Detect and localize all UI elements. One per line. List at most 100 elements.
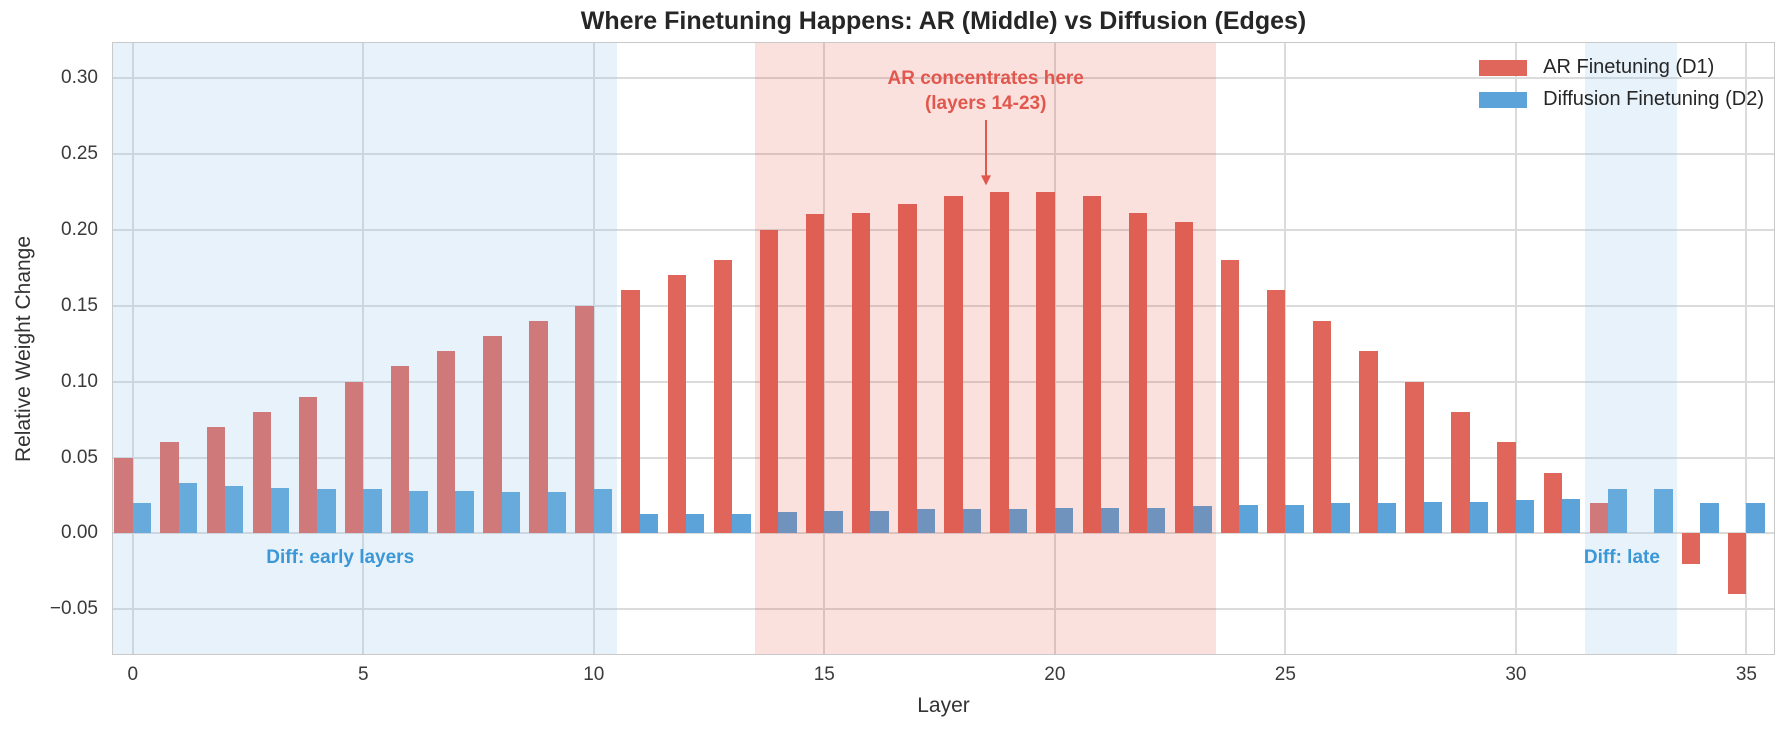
bar-ar-layer-3 [252, 411, 272, 534]
bar-ar-layer-20 [1036, 191, 1055, 534]
bar-ar-layer-10 [575, 305, 594, 534]
bar-ar-layer-28 [1405, 381, 1424, 534]
bar-ar-layer-7 [437, 351, 456, 534]
bar-diffusion-layer-5 [363, 489, 382, 534]
bar-diffusion-layer-14 [778, 512, 797, 534]
gridline-horizontal-0.10 [112, 380, 1775, 383]
x-tick-label-30: 30 [1505, 664, 1527, 685]
bar-ar-layer-22 [1128, 212, 1148, 534]
bar-diffusion-layer-31 [1561, 498, 1581, 534]
bar-ar-layer-34 [1681, 533, 1701, 564]
bar-ar-layer-18 [944, 196, 963, 534]
bar-ar-layer-19 [990, 191, 1009, 534]
gridline-horizontal-0.30 [112, 76, 1775, 79]
bar-diffusion-layer-3 [271, 487, 290, 534]
bar-diffusion-layer-24 [1239, 504, 1258, 534]
bar-ar-layer-9 [529, 320, 548, 534]
y-tick-label-0.00: 0.00 [61, 522, 98, 544]
bar-diffusion-layer-7 [455, 490, 474, 534]
gridline-vertical-0 [131, 42, 134, 655]
annotation-ar-line1: AR concentrates here [887, 67, 1084, 89]
bar-diffusion-layer-10 [593, 489, 613, 534]
bar-diffusion-layer-12 [686, 513, 705, 534]
bar-ar-layer-12 [667, 275, 686, 534]
bar-diffusion-layer-34 [1700, 503, 1719, 534]
bar-diffusion-layer-26 [1331, 503, 1350, 534]
bar-ar-layer-16 [851, 212, 871, 534]
x-tick-label-0: 0 [127, 664, 139, 685]
gridline-vertical-25 [1284, 42, 1287, 655]
legend-entry-ar: AR Finetuning (D1) [1479, 56, 1764, 79]
annotation-diff-late: Diff: late [1583, 546, 1660, 568]
legend-label-ar: AR Finetuning (D1) [1543, 56, 1715, 78]
x-tick-label-15: 15 [813, 664, 835, 685]
bar-ar-layer-17 [898, 203, 917, 534]
bar-diffusion-layer-18 [962, 509, 982, 534]
y-axis-label: Relative Weight Change [12, 235, 35, 463]
bar-ar-layer-14 [759, 229, 779, 534]
bar-ar-layer-21 [1082, 196, 1101, 534]
gridline-vertical-20 [1053, 42, 1056, 655]
plot-area [112, 42, 1775, 655]
chart-title: Where Finetuning Happens: AR (Middle) vs… [580, 7, 1307, 35]
gridline-horizontal-0.00 [112, 532, 1775, 535]
bar-ar-layer-29 [1451, 411, 1470, 534]
bar-ar-layer-5 [344, 381, 364, 534]
y-tick-label-0.10: 0.10 [61, 370, 98, 392]
y-tick-label-0.05: 0.05 [61, 446, 98, 468]
bar-ar-layer-6 [390, 366, 410, 534]
bar-diffusion-layer-4 [317, 489, 336, 534]
annotation-ar-line2: (layers 14-23) [924, 93, 1047, 115]
x-tick-label-25: 25 [1274, 664, 1296, 685]
gridline-horizontal-0.15 [112, 304, 1775, 307]
bar-ar-layer-4 [298, 396, 318, 534]
bar-ar-layer-26 [1313, 320, 1332, 534]
y-tick-label-0.15: 0.15 [61, 294, 98, 316]
gridline-vertical-10 [592, 42, 595, 655]
bar-ar-layer-13 [713, 260, 733, 534]
bar-diffusion-layer-21 [1100, 507, 1120, 534]
x-tick-label-35: 35 [1735, 664, 1757, 685]
bar-diffusion-layer-33 [1654, 489, 1673, 534]
legend-entry-diffusion: Diffusion Finetuning (D2) [1479, 88, 1764, 111]
gridline-horizontal-0.20 [112, 228, 1775, 231]
bar-diffusion-layer-32 [1608, 489, 1627, 534]
gridline-vertical-5 [362, 42, 365, 655]
x-axis-label: Layer [917, 694, 970, 717]
bar-ar-layer-11 [621, 290, 640, 534]
bar-diffusion-layer-29 [1469, 501, 1489, 534]
bar-diffusion-layer-8 [501, 492, 521, 534]
bar-diffusion-layer-6 [409, 490, 428, 534]
bar-diffusion-layer-25 [1285, 504, 1304, 534]
bar-ar-layer-31 [1543, 472, 1562, 534]
bar-diffusion-layer-30 [1515, 500, 1535, 534]
bar-diffusion-layer-16 [870, 510, 889, 534]
gridline-horizontal-0.25 [112, 152, 1775, 155]
legend-label-diffusion: Diffusion Finetuning (D2) [1543, 88, 1764, 110]
bar-ar-layer-23 [1174, 222, 1194, 534]
legend-swatch-ar [1479, 59, 1528, 76]
gridline-vertical-15 [823, 42, 826, 655]
gridline-horizontal-−0.05 [112, 608, 1775, 611]
bar-ar-layer-24 [1220, 260, 1240, 534]
bar-ar-layer-0 [114, 457, 133, 534]
bar-diffusion-layer-23 [1193, 506, 1212, 534]
bar-diffusion-layer-0 [132, 503, 152, 534]
band-early-layers [112, 42, 617, 655]
bar-diffusion-layer-19 [1008, 509, 1028, 534]
bar-diffusion-layer-2 [224, 486, 244, 534]
bar-ar-layer-30 [1497, 442, 1516, 534]
bar-diffusion-layer-9 [547, 492, 567, 534]
bar-ar-layer-32 [1589, 503, 1609, 534]
y-tick-label-−0.05: −0.05 [49, 598, 98, 620]
bar-ar-layer-25 [1266, 290, 1286, 534]
bar-ar-layer-8 [483, 335, 502, 534]
bar-ar-layer-27 [1359, 351, 1378, 534]
x-tick-label-20: 20 [1044, 664, 1066, 685]
bar-diffusion-layer-15 [824, 510, 843, 534]
annotation-diff-early: Diff: early layers [266, 546, 415, 568]
y-tick-label-0.25: 0.25 [61, 142, 98, 164]
bar-diffusion-layer-17 [916, 509, 935, 534]
x-tick-label-5: 5 [357, 664, 369, 685]
